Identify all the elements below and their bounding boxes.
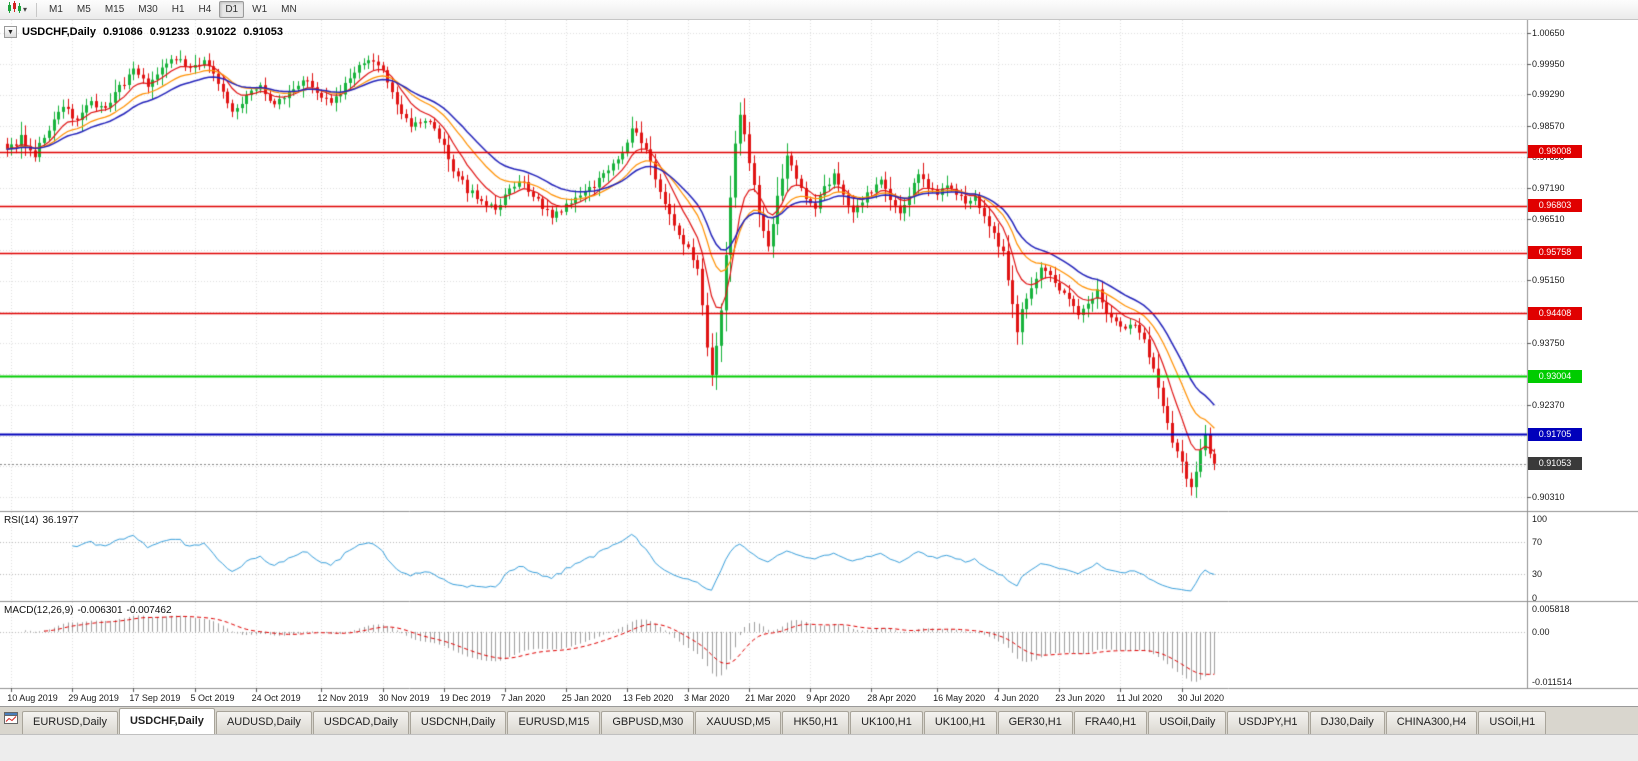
date-axis-label: 5 Oct 2019	[190, 693, 235, 703]
price-axis-label: 1.00650	[1532, 28, 1565, 38]
chart-tabs-bar: EURUSD,Daily USDCHF,Daily AUDUSD,Daily USDC…	[0, 706, 1638, 734]
date-axis-label: 7 Jan 2020	[500, 693, 546, 703]
chart-tab-fra40-h1[interactable]: FRA40,H1	[1073, 711, 1148, 734]
rsi-axis-label: 0	[1532, 593, 1538, 603]
chart-tab-hk50-h1[interactable]: HK50,H1	[782, 711, 850, 734]
rsi-value: 36.1977	[42, 515, 79, 526]
price-chart-canvas[interactable]	[0, 20, 1638, 706]
chart-window-icon	[4, 711, 18, 729]
one-click-trading-button[interactable]: ▼	[4, 26, 17, 38]
ohlc-high: 0.91233	[149, 26, 190, 38]
macd-name: MACD(12,26,9)	[4, 605, 74, 616]
panel-splitter-main-rsi[interactable]	[0, 509, 1638, 514]
chevron-down-icon: ▾	[23, 4, 28, 14]
price-axis-label: 0.96510	[1532, 213, 1565, 224]
price-axis-label: 0.92370	[1532, 399, 1565, 410]
chart-type-button[interactable]: ▾	[3, 0, 31, 21]
price-line-badge: 0.93004	[1528, 369, 1582, 383]
toolbar-separator	[36, 2, 38, 17]
rsi-name: RSI(14)	[4, 515, 39, 526]
date-axis-label: 30 Nov 2019	[378, 693, 430, 703]
chart-tab-dj30-daily[interactable]: DJ30,Daily	[1309, 711, 1385, 734]
timeframe-button-h4[interactable]: H4	[198, 4, 212, 15]
date-axis-label: 21 Mar 2020	[745, 693, 796, 703]
date-axis-label: 13 Feb 2020	[622, 693, 674, 703]
chart-tab-xauusd-m5[interactable]: XAUUSD,M5	[695, 711, 782, 734]
price-axis-label: 0.97190	[1532, 183, 1565, 194]
timeframe-button-d1[interactable]: D1	[219, 1, 245, 18]
ohlc-close: 0.91053	[243, 26, 284, 38]
price-line-badge: 0.91705	[1528, 427, 1582, 441]
price-axis-label: 0.99290	[1532, 89, 1565, 100]
candlestick-chart-icon	[7, 0, 22, 19]
chart-window: ▼ USDCHF,Daily 0.91086 0.91233 0.91022 0…	[0, 20, 1638, 706]
timeframe-button-m5[interactable]: M5	[76, 4, 91, 15]
chart-symbol-period: USDCHF,Daily	[22, 26, 96, 38]
chart-tab-usdjpy-h1[interactable]: USDJPY,H1	[1227, 711, 1309, 734]
rsi-axis-label: 70	[1532, 537, 1543, 547]
rsi-axis-label: 30	[1532, 569, 1543, 579]
date-axis-label: 29 Aug 2019	[68, 693, 119, 703]
macd-axis-label: -0.011514	[1532, 677, 1572, 687]
timeframe-button-m30[interactable]: M30	[138, 4, 158, 15]
chart-tab-china300-h4[interactable]: CHINA300,H4	[1385, 711, 1478, 734]
date-axis-label: 28 Apr 2020	[867, 693, 916, 703]
date-axis-label: 25 Jan 2020	[561, 693, 612, 703]
date-axis-label: 9 Apr 2020	[806, 693, 850, 703]
price-line-badge: 0.98008	[1528, 145, 1582, 159]
chart-title: ▼ USDCHF,Daily 0.91086 0.91233 0.91022 0…	[4, 26, 283, 38]
price-line-badge: 0.94408	[1528, 306, 1582, 320]
macd-indicator-label: MACD(12,26,9) -0.006301 -0.007462	[4, 605, 176, 616]
chart-tab-usdcad-daily[interactable]: USDCAD,Daily	[312, 711, 409, 734]
date-axis-label: 11 Jul 2020	[1116, 693, 1163, 703]
chart-tabs: EURUSD,Daily USDCHF,Daily AUDUSD,Daily USDC…	[22, 708, 1547, 734]
panel-splitter-rsi-macd[interactable]	[0, 599, 1638, 604]
current-price-badge: 0.91053	[1528, 457, 1582, 471]
chart-tab-ger30-h1[interactable]: GER30,H1	[997, 711, 1073, 734]
chart-tab-uk100-h1[interactable]: UK100,H1	[923, 711, 997, 734]
ohlc-open: 0.91086	[102, 26, 143, 38]
macd-value: -0.006301	[77, 605, 123, 616]
timeframe-button-m1[interactable]: M1	[49, 4, 63, 15]
chart-tab-uk100-h1[interactable]: UK100,H1	[850, 711, 923, 734]
ohlc-low: 0.91022	[196, 26, 237, 38]
date-axis-label: 17 Sep 2019	[129, 693, 181, 703]
price-axis-label: 0.99950	[1532, 59, 1565, 70]
price-axis-label: 0.98570	[1532, 121, 1565, 132]
date-axis-label: 30 Jul 2020	[1177, 693, 1225, 703]
date-axis-label: 23 Jun 2020	[1055, 693, 1105, 703]
timeframe-button-mn[interactable]: MN	[281, 4, 297, 15]
macd-axis-label: 0.005818	[1532, 604, 1570, 614]
timeframe-toolbar: ▾ M1 M5 M15 M30 H1 H4 D1 W1 MN	[0, 0, 1638, 20]
status-bar	[0, 734, 1638, 761]
timeframe-button-h1[interactable]: H1	[171, 4, 185, 15]
timeframe-buttons-group: M1 M5 M15 M30 H1 H4 D1 W1 MN	[42, 1, 304, 18]
macd-axis-label: 0.00	[1532, 626, 1550, 637]
timeframe-button-w1[interactable]: W1	[252, 4, 268, 15]
chart-tab-eurusd-daily[interactable]: EURUSD,Daily	[22, 711, 118, 734]
date-axis-label: 4 Jun 2020	[994, 693, 1039, 703]
chart-tab-usoil-h1[interactable]: USOil,H1	[1478, 711, 1547, 734]
price-line-badge: 0.96803	[1528, 199, 1582, 213]
rsi-axis-label: 100	[1532, 514, 1548, 524]
price-line-badge: 0.95758	[1528, 246, 1582, 260]
price-axis-label: 0.95150	[1532, 274, 1565, 285]
rsi-indicator-label: RSI(14) 36.1977	[4, 515, 83, 526]
macd-signal-value: -0.007462	[126, 605, 172, 616]
price-axis-label: 0.90310	[1532, 491, 1565, 502]
date-axis-label: 19 Dec 2019	[439, 693, 491, 703]
date-axis-label: 12 Nov 2019	[317, 693, 369, 703]
chart-tab-gbpusd-m30[interactable]: GBPUSD,M30	[601, 711, 695, 734]
date-axis-label: 3 Mar 2020	[684, 693, 730, 703]
date-axis-label: 16 May 2020	[933, 693, 986, 703]
timeframe-button-m15[interactable]: M15	[104, 4, 125, 15]
chart-tab-eurusd-m15[interactable]: EURUSD,M15	[507, 711, 601, 734]
chart-tab-usdchf-daily[interactable]: USDCHF,Daily	[118, 708, 215, 734]
price-axis-label: 0.93750	[1532, 337, 1565, 348]
chart-tab-usoil-daily[interactable]: USOil,Daily	[1148, 711, 1227, 734]
chart-tab-usdcnh-daily[interactable]: USDCNH,Daily	[409, 711, 507, 734]
chart-tab-audusd-daily[interactable]: AUDUSD,Daily	[215, 711, 312, 734]
date-axis-label: 24 Oct 2019	[251, 693, 301, 703]
date-axis-label: 10 Aug 2019	[7, 693, 58, 703]
